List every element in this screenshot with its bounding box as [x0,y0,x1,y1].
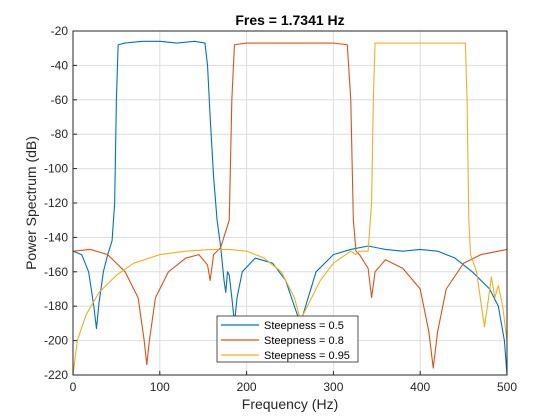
x-tick-label: 0 [70,380,77,394]
x-tick-label: 500 [497,380,517,394]
chart-title: Fres = 1.7341 Hz [235,12,344,28]
y-tick-label: -80 [51,127,69,141]
series-line-3 [73,42,507,375]
legend-label-2: Steepness = 0.8 [264,335,344,347]
y-tick-label: -40 [51,58,69,72]
x-tick-label: 300 [323,380,343,394]
legend: Steepness = 0.5 Steepness = 0.8 Steepness … [216,315,359,363]
y-tick-label: -220 [44,368,68,382]
series-line-2 [73,42,507,369]
grid-lines [73,31,507,375]
axis-ticks: 0 100 200 300 400 500 -20 -40 -60 -80 -100 -120 -140… [44,24,517,394]
y-tick-label: -100 [44,162,68,176]
x-tick-label: 400 [410,380,430,394]
y-tick-label: -160 [44,265,68,279]
y-tick-label: -140 [44,230,68,244]
y-tick-label: -180 [44,299,68,313]
legend-box [216,315,359,363]
series-line-1 [73,40,507,375]
y-tick-label: -20 [51,24,69,38]
series-lines [73,40,507,375]
y-tick-label: -200 [44,334,68,348]
y-tick-label: -60 [51,93,69,107]
legend-label-1: Steepness = 0.5 [264,320,344,332]
x-axis-label: Frequency (Hz) [242,396,338,412]
y-axis-label: Power Spectrum (dB) [23,136,39,270]
x-tick-label: 100 [150,380,170,394]
legend-label-3: Steepness = 0.95 [264,350,350,362]
x-tick-label: 200 [237,380,257,394]
y-tick-label: -120 [44,196,68,210]
